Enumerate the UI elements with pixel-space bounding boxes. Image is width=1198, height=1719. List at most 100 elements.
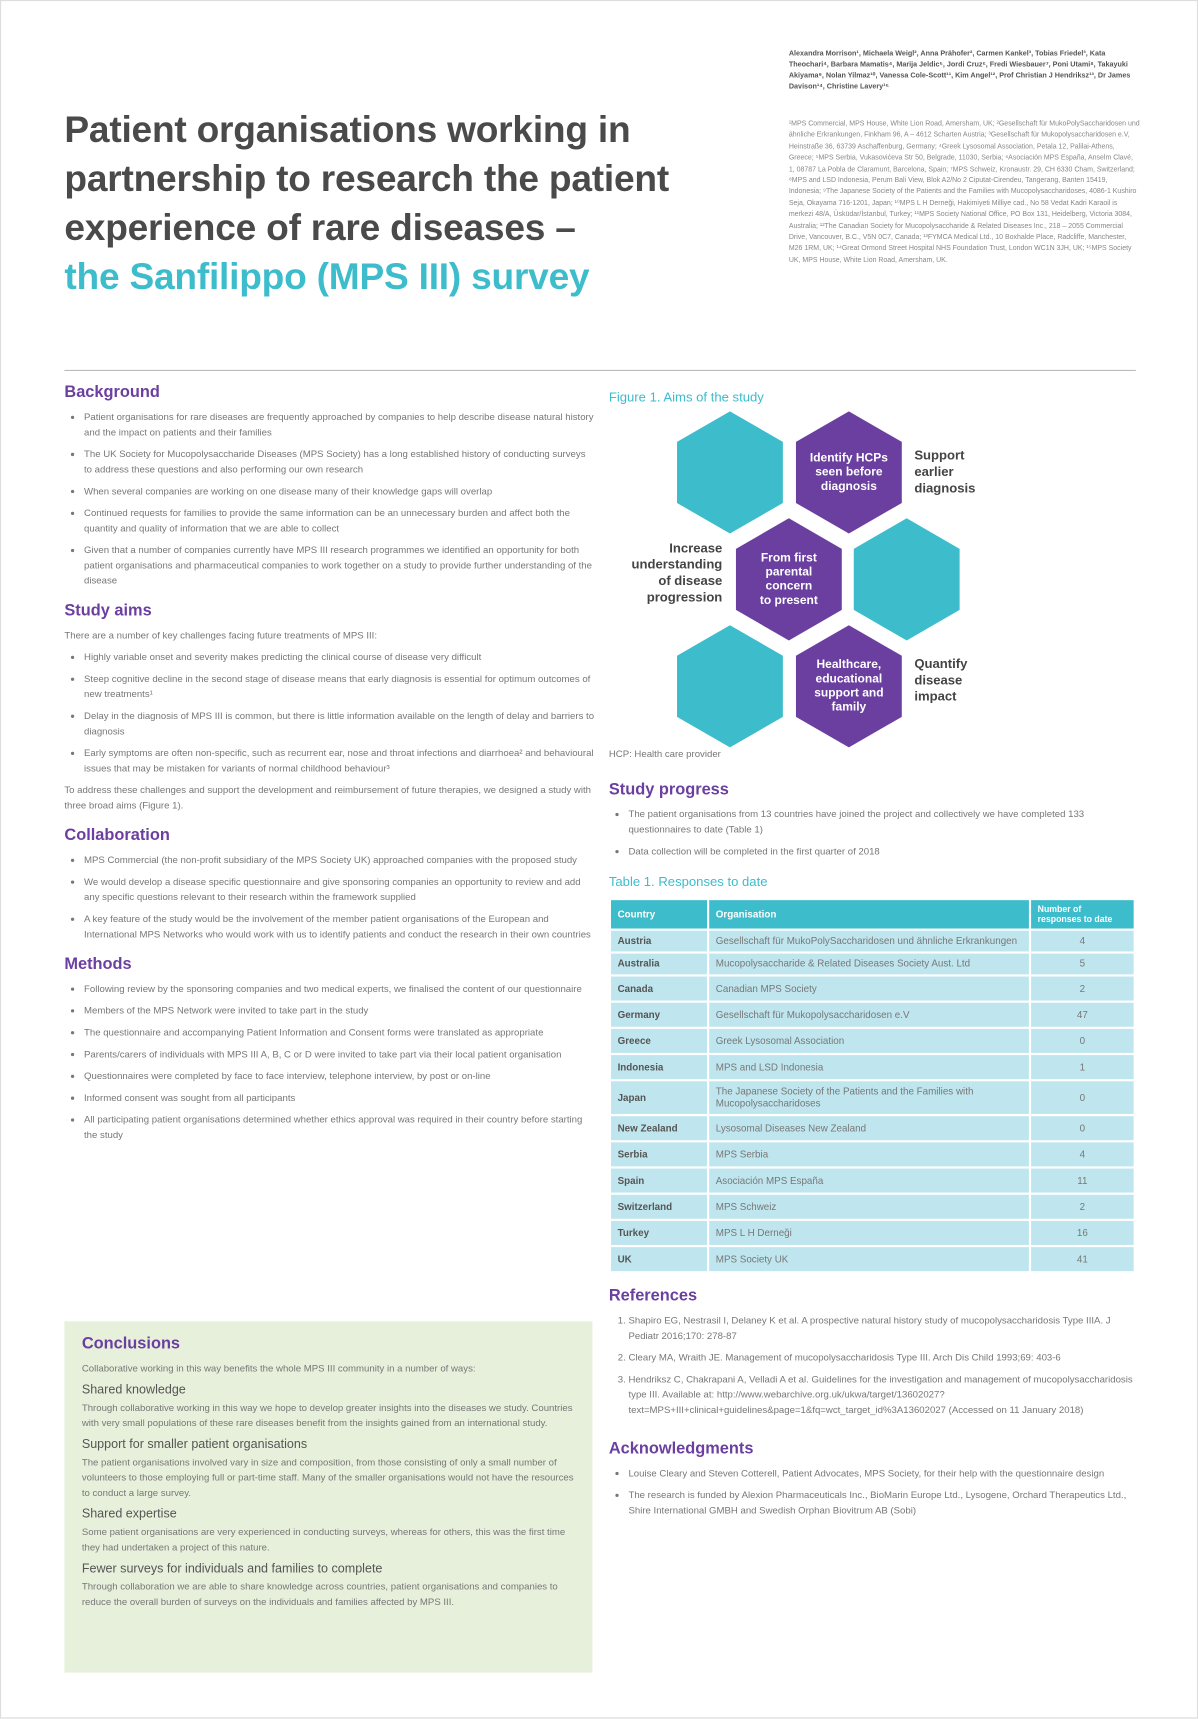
aim-label: earlier (914, 464, 953, 479)
column-header: Number of responses to date (1028, 897, 1136, 931)
intro-text: Collaborative working in this way benefi… (81, 1362, 476, 1374)
section-heading: References (608, 1286, 698, 1305)
hexagon-decor (677, 411, 783, 534)
table-cell: Turkey (608, 1218, 710, 1248)
list-item: The UK Society for Mucopolysaccharide Di… (84, 446, 595, 477)
outro-text: To address these challenges and support … (64, 784, 592, 811)
hexagon-text: diagnosis (821, 479, 877, 493)
figure-title: Figure 1. Aims of the study (608, 389, 764, 405)
column-header: Organisation (707, 897, 1032, 931)
hexagon-text: family (832, 700, 867, 714)
divider (64, 369, 1136, 371)
list-item: Shapiro EG, Nestrasil I, Delaney K et al… (628, 1313, 1135, 1344)
table-cell: Austria (608, 928, 710, 954)
hexagon-decor (853, 518, 960, 641)
table-cell: The Japanese Society of the Patients and… (707, 1079, 1032, 1117)
section-heading: Conclusions (81, 1334, 181, 1353)
conclusion-title: Support for smaller patient organisation… (81, 1438, 308, 1452)
table-cell: New Zealand (608, 1114, 710, 1143)
study-aims-section: Study aims There are a number of key chal… (64, 602, 594, 812)
table-cell: Lysosomal Diseases New Zealand (707, 1114, 1032, 1143)
table-cell: MPS Schweiz (707, 1192, 1032, 1221)
list: The patient organisations from 13 countr… (609, 806, 1136, 858)
references-section: References Shapiro EG, Nestrasil I, Delan… (608, 1286, 1136, 1418)
list-item: The questionnaire and accompanying Patie… (84, 1025, 595, 1040)
table-row: Turkey MPS L H Derneği 16 (608, 1218, 1136, 1248)
list: Highly variable onset and severity makes… (64, 649, 594, 776)
intro-text: There are a number of key challenges fac… (64, 629, 378, 641)
title-line: experience of rare diseases – (64, 207, 576, 249)
list: Shapiro EG, Nestrasil I, Delaney K et al… (609, 1313, 1136, 1418)
table-cell: 4 (1028, 1140, 1136, 1169)
list: Following review by the sponsoring compa… (64, 981, 594, 1142)
list-item: Cleary MA, Wraith JE. Management of muco… (628, 1350, 1135, 1365)
table-row: Serbia MPS Serbia 4 (608, 1140, 1136, 1169)
list-item: Patient organisations for rare diseases … (84, 409, 595, 440)
authors: Alexandra Morrison¹, Michaela Weigl², An… (788, 50, 1131, 91)
title-line: the Sanfilippo (MPS III) survey (64, 256, 590, 298)
table-cell: 0 (1028, 1026, 1136, 1056)
list-item: The research is funded by Alexion Pharma… (628, 1487, 1135, 1518)
list-item: Highly variable onset and severity makes… (84, 649, 595, 664)
conclusion-text: The patient organisations involved vary … (81, 1456, 574, 1499)
section-heading: Acknowledgments (608, 1439, 754, 1458)
table-row: Austria Gesellschaft für MukoPolySacchari… (608, 928, 1136, 954)
header-row: Country Organisation Number of responses t… (608, 897, 1136, 931)
hexagon-aim (735, 518, 842, 641)
list-item: Members of the MPS Network were invited … (84, 1003, 595, 1018)
hexagon-text: to present (760, 593, 818, 607)
list: Patient organisations for rare diseases … (64, 409, 594, 588)
table-cell: Gesellschaft für MukoPolySaccharidosen u… (707, 928, 1032, 954)
hexagon-text: support and (814, 686, 883, 700)
aim-label: Quantify (914, 656, 968, 671)
table-row: Greece Greek Lysosomal Association 0 (608, 1026, 1136, 1056)
list-item: Louise Cleary and Steven Cotterell, Pati… (628, 1465, 1135, 1480)
aim-label: Increase (669, 540, 722, 555)
aim-label: disease (914, 672, 962, 687)
title-line: Patient organisations working in (64, 109, 631, 151)
list-item: Informed consent was sought from all par… (84, 1090, 595, 1105)
table-cell: Spain (608, 1166, 710, 1195)
table-cell: Australia (608, 951, 710, 977)
methods-section: Methods Following review by the sponsorin… (64, 956, 594, 1142)
table-cell: 2 (1028, 974, 1136, 1003)
table-cell: 1 (1028, 1052, 1136, 1082)
column-header: Country (608, 897, 710, 931)
table-row: Switzerland MPS Schweiz 2 (608, 1192, 1136, 1221)
hexagon-text: concern (766, 579, 813, 593)
table-cell: 0 (1028, 1079, 1136, 1117)
hexagon-text: seen before (815, 465, 883, 479)
table-cell: Switzerland (608, 1192, 710, 1221)
table-cell: MPS and LSD Indonesia (707, 1052, 1032, 1082)
section-heading: Study progress (608, 780, 729, 799)
table-row: Spain Asociación MPS España 11 (608, 1166, 1136, 1195)
list-item: Hendriksz C, Chakrapani A, Velladi A et … (628, 1372, 1135, 1418)
table-cell: Canada (608, 974, 710, 1003)
collaboration-section: Collaboration MPS Commercial (the non-pro… (64, 827, 595, 941)
table-cell: 4 (1028, 928, 1136, 954)
table-cell: 41 (1028, 1244, 1136, 1274)
table-title: Table 1. Responses to date (608, 873, 768, 890)
table-cell: Japan (608, 1079, 710, 1117)
list-item: Early symptoms are often non-specific, s… (84, 745, 595, 776)
poster-title: Patient organisations working in partners… (64, 106, 669, 302)
aim-label: of disease (658, 573, 722, 588)
table-cell: Greece (608, 1026, 710, 1056)
conclusion-title: Shared knowledge (81, 1383, 186, 1397)
list-item: Delay in the diagnosis of MPS III is com… (84, 708, 595, 739)
list-item: All participating patient organisations … (84, 1112, 595, 1143)
right-column: Study progress The patient organisations … (608, 780, 1136, 1533)
list-item: Parents/carers of individuals with MPS I… (84, 1046, 595, 1061)
table-cell: 11 (1028, 1166, 1136, 1195)
table-cell: UK (608, 1244, 710, 1274)
table-row: Germany Gesellschaft für Mukopolysacchari… (608, 1000, 1136, 1029)
list-item: When several companies are working on on… (84, 483, 595, 498)
table-cell: 0 (1028, 1114, 1136, 1143)
figure-note: HCP: Health care provider (608, 748, 721, 760)
list-item: Following review by the sponsoring compa… (84, 981, 595, 996)
hexagon-text: educational (816, 671, 883, 685)
list-item: We would develop a disease specific ques… (84, 874, 595, 905)
background-section: Background Patient organisations for rare… (64, 384, 594, 588)
responses-table: Country Organisation Number of responses t… (608, 897, 1136, 1274)
